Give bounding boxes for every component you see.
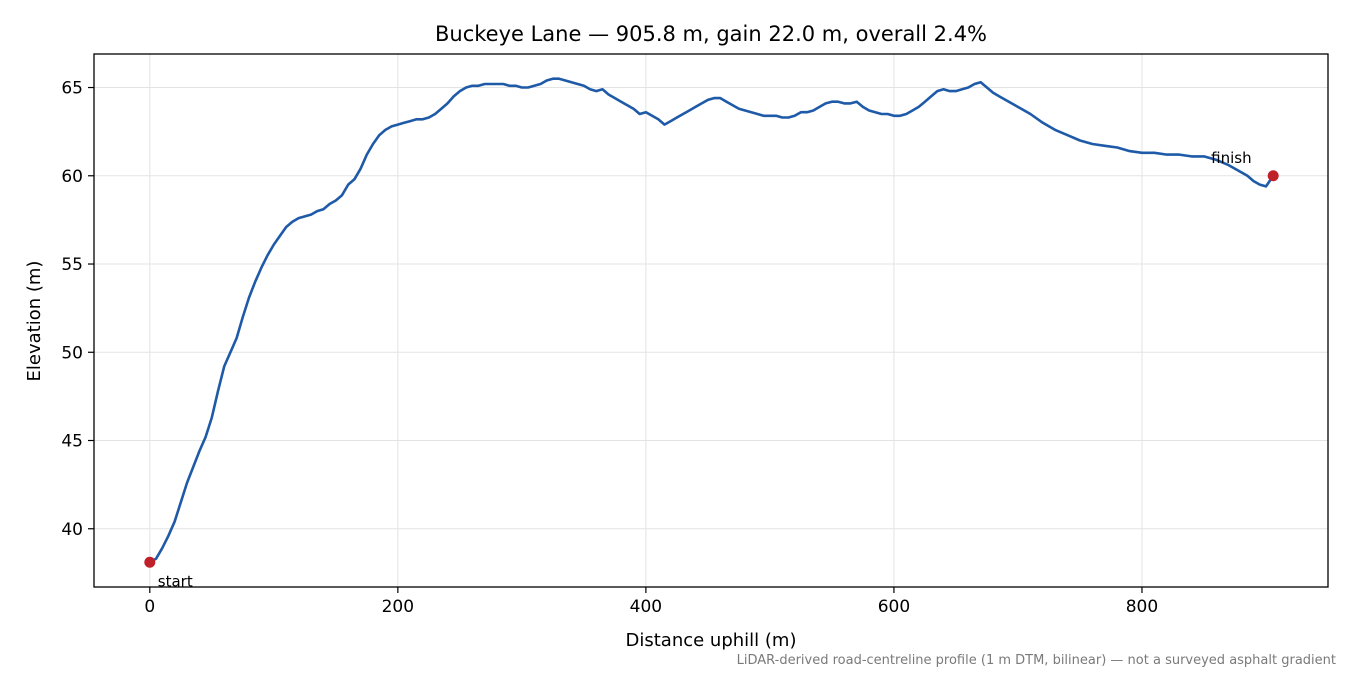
start-marker: [144, 556, 156, 568]
grid: [94, 54, 1328, 587]
data-source-note: LiDAR-derived road-centreline profile (1…: [737, 653, 1336, 668]
y-tick-label: 40: [61, 520, 83, 540]
finish-marker: [1267, 170, 1279, 182]
y-tick-label: 50: [61, 343, 83, 363]
y-tick-label: 65: [61, 79, 83, 99]
finish-label: finish: [1211, 149, 1251, 167]
chart-title: Buckeye Lane — 905.8 m, gain 22.0 m, ove…: [435, 22, 987, 46]
plot-frame: [93, 53, 1329, 588]
y-tick-label: 55: [61, 255, 83, 275]
x-axis-label: Distance uphill (m): [626, 630, 797, 651]
x-tick-label: 200: [382, 597, 414, 617]
y-tick-label: 45: [61, 432, 83, 452]
endpoint-markers: start finish: [144, 149, 1279, 590]
x-tick-label: 800: [1126, 597, 1158, 617]
x-tick-label: 0: [144, 597, 155, 617]
start-label: start: [158, 572, 193, 590]
y-axis-label: Elevation (m): [24, 261, 45, 382]
x-tick-label: 600: [878, 597, 910, 617]
elevation-line: [149, 77, 1275, 564]
y-tick-label: 60: [61, 167, 83, 187]
x-tick-label: 400: [630, 597, 662, 617]
axis-ticks: 0 200 400 600 800 40 45 50 55 60 65: [61, 79, 1158, 617]
